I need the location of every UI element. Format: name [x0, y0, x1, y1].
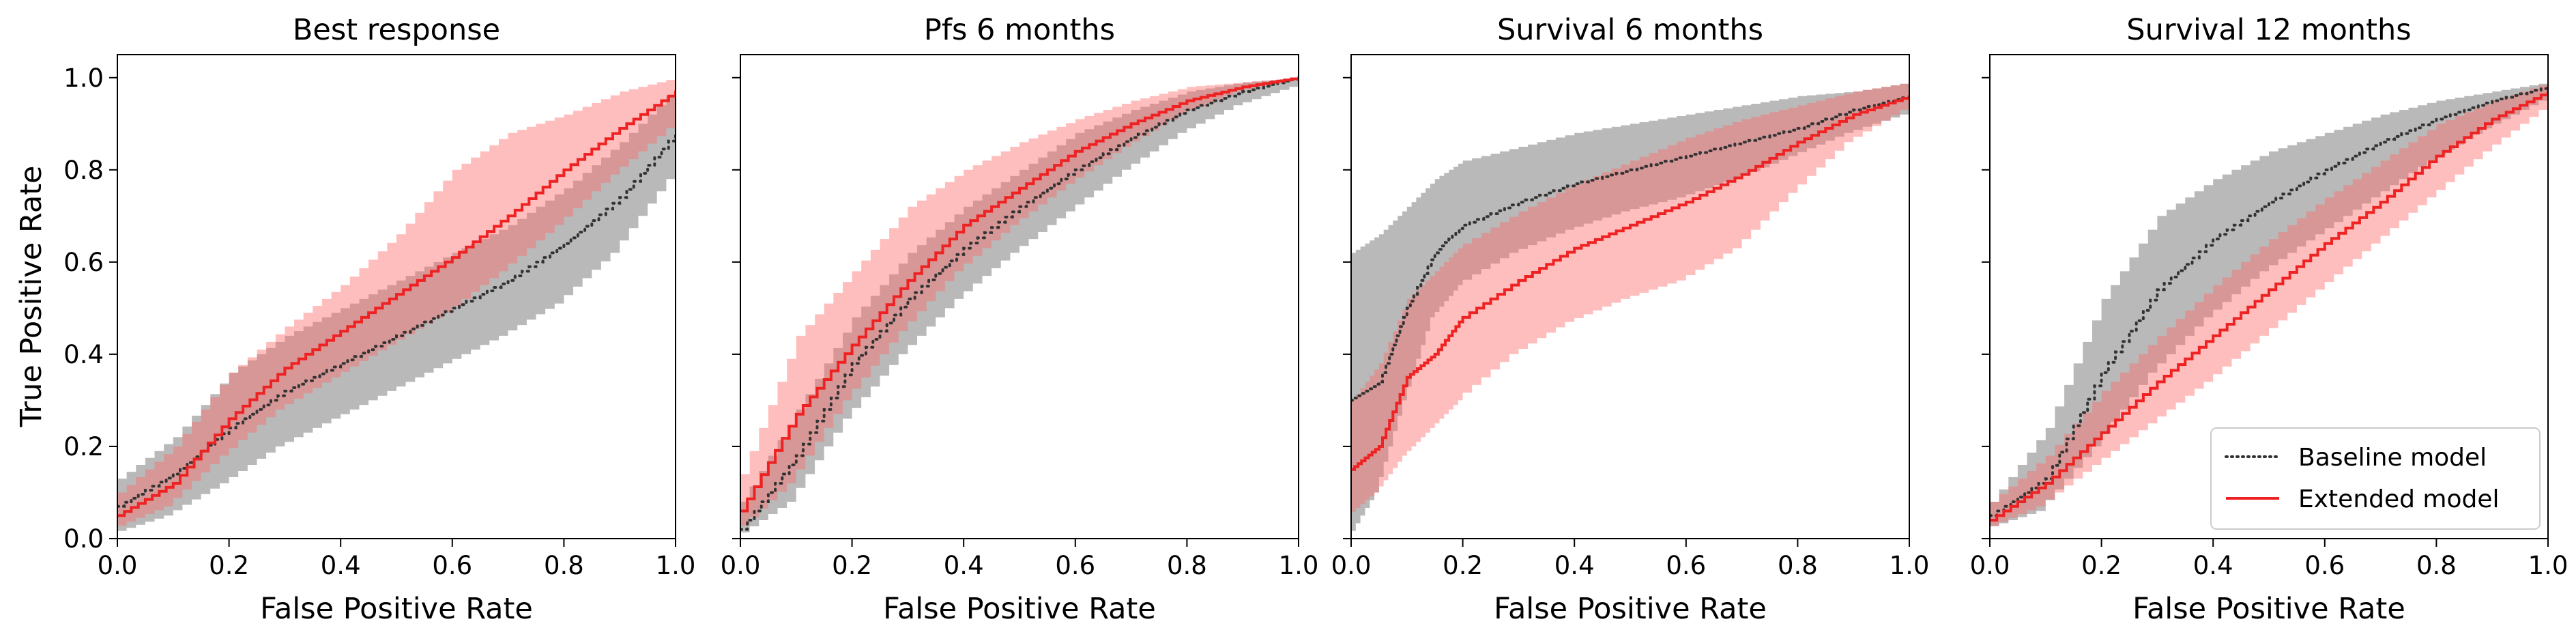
ci-band-baseline	[740, 77, 1299, 539]
x-tick-label: 0.8	[2416, 551, 2457, 580]
x-tick-label: 0.2	[2081, 551, 2122, 580]
series-line-extended	[740, 76, 1299, 513]
x-tick-label: 1.0	[1890, 551, 1930, 580]
x-tick-label: 1.0	[2528, 551, 2568, 580]
y-tick-label: 0.6	[63, 248, 104, 277]
series-line-extended	[1990, 90, 2548, 522]
y-tick-label: 0.2	[63, 432, 104, 461]
panel-2: Survival 6 months 0.0 0.2 0.4 0.6 0.8 1.0 Fal…	[1331, 13, 1930, 626]
legend-label-extended: Extended model	[2298, 485, 2500, 513]
y-axis-label: True Positive Rate	[14, 165, 48, 427]
x-tick-label: 0.2	[1443, 551, 1483, 580]
x-tick-label: 0.4	[2193, 551, 2233, 580]
x-tick-label: 0.0	[98, 551, 138, 580]
ci-band-extended	[1990, 82, 2548, 530]
panel-title: Survival 6 months	[1497, 13, 1763, 47]
series-line-extended	[1351, 94, 1909, 471]
legend-label-baseline: Baseline model	[2298, 444, 2487, 472]
x-tick-label: 0.2	[209, 551, 249, 580]
x-axis-label: False Positive Rate	[883, 592, 1156, 626]
series-line-baseline	[740, 76, 1299, 531]
ci-band-baseline	[117, 87, 676, 535]
legend: Baseline model Extended model	[2210, 427, 2541, 530]
y-tick-label: 0.4	[63, 340, 104, 369]
x-tick-label: 0.6	[2304, 551, 2345, 580]
plot-frame	[117, 54, 676, 539]
panel-title: Best response	[293, 13, 500, 47]
ci-band-extended	[740, 77, 1299, 535]
ci-band-extended	[1351, 82, 1909, 516]
panel-0: Best response 0.0 0.2 0.4 0.6 0.8 1.0 0.0 0.2 0.…	[63, 13, 695, 626]
x-tick-label: 0.6	[1055, 551, 1095, 580]
series-line-baseline	[117, 131, 676, 508]
ci-band-extended	[117, 77, 676, 530]
x-tick-label: 1.0	[656, 551, 696, 580]
x-tick-label: 0.4	[321, 551, 361, 580]
series-line-baseline	[1351, 94, 1909, 402]
x-tick-label: 0.4	[1554, 551, 1595, 580]
x-tick-label: 0.6	[432, 551, 472, 580]
ci-band-baseline	[1351, 82, 1909, 539]
x-tick-label: 0.0	[1970, 551, 2010, 580]
y-tick-label: 0.8	[63, 156, 104, 185]
x-tick-label: 0.0	[721, 551, 761, 580]
panel-1: Pfs 6 months 0.0 0.2 0.4 0.6 0.8 1.0 False Po…	[721, 13, 1319, 626]
y-tick-label: 0.0	[63, 524, 104, 554]
x-tick-label: 0.6	[1666, 551, 1706, 580]
x-tick-label: 0.8	[1167, 551, 1207, 580]
x-tick-label: 0.8	[544, 551, 584, 580]
series-line-extended	[117, 90, 676, 517]
plot-frame	[1989, 54, 2549, 539]
x-tick-label: 1.0	[1279, 551, 1319, 580]
panel-3: Survival 12 months 0.0 0.2 0.4 0.6 0.8 1.0 Fa…	[1970, 13, 2568, 626]
x-tick-label: 0.2	[832, 551, 872, 580]
x-axis-label: False Positive Rate	[2132, 592, 2405, 626]
x-axis-label: False Positive Rate	[260, 592, 533, 626]
panel-title: Pfs 6 months	[924, 13, 1115, 47]
x-axis-label: False Positive Rate	[1494, 592, 1767, 626]
x-tick-label: 0.4	[944, 551, 984, 580]
x-tick-label: 0.8	[1778, 551, 1818, 580]
series-line-baseline	[1990, 85, 2548, 517]
y-tick-label: 1.0	[63, 63, 104, 93]
legend-box	[2210, 427, 2541, 530]
plot-frame	[1350, 54, 1910, 539]
x-tick-label: 0.0	[1331, 551, 1372, 580]
plot-frame	[740, 54, 1299, 539]
panel-title: Survival 12 months	[2126, 13, 2411, 47]
